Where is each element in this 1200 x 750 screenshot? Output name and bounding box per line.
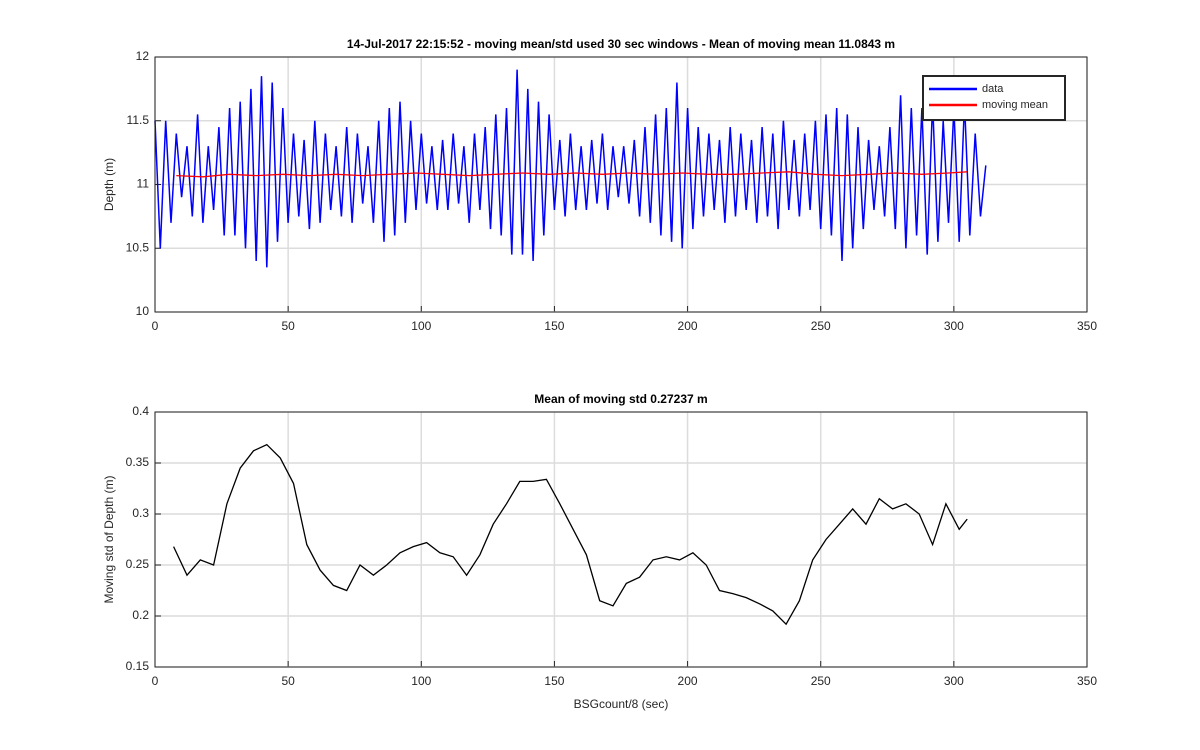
y-tick-label: 11.5 — [127, 113, 150, 127]
axes-background — [155, 412, 1087, 667]
y-tick-label: 12 — [136, 49, 150, 63]
x-tick-label: 150 — [544, 319, 564, 333]
x-tick-label: 0 — [152, 319, 159, 333]
data-line — [173, 443, 968, 626]
chart-title: 14-Jul-2017 22:15:52 - moving mean/std u… — [347, 37, 895, 51]
x-tick-label: 300 — [944, 674, 964, 688]
y-axis-label: Moving std of Depth (m) — [102, 475, 116, 603]
x-tick-label: 200 — [678, 319, 698, 333]
x-tick-label: 100 — [411, 319, 431, 333]
axes-box — [154, 411, 1088, 668]
y-tick-label: 0.35 — [126, 455, 150, 469]
x-tick-label: 350 — [1077, 319, 1097, 333]
y-tick-label: 0.2 — [132, 608, 149, 622]
x-tick-label: 200 — [678, 674, 698, 688]
x-tick-label: 50 — [281, 319, 295, 333]
x-axis-label: BSGcount/8 (sec) — [574, 697, 669, 711]
y-tick-label: 10 — [136, 304, 150, 318]
x-tick-label: 150 — [544, 674, 564, 688]
data-line — [176, 171, 968, 178]
y-tick-label: 0.25 — [126, 557, 150, 571]
legend-label: data — [982, 83, 1004, 95]
x-tick-label: 250 — [811, 319, 831, 333]
x-tick-label: 300 — [944, 319, 964, 333]
legend-label: moving mean — [982, 99, 1048, 111]
x-tick-label: 250 — [811, 674, 831, 688]
y-tick-label: 0.3 — [132, 506, 149, 520]
x-tick-label: 100 — [411, 674, 431, 688]
chart-title: Mean of moving std 0.27237 m — [534, 392, 707, 406]
y-tick-label: 0.15 — [126, 659, 150, 673]
x-tick-label: 0 — [152, 674, 159, 688]
x-tick-label: 50 — [281, 674, 295, 688]
axes-box — [154, 56, 1088, 313]
x-tick-label: 350 — [1077, 674, 1097, 688]
data-line — [154, 69, 987, 268]
y-tick-label: 10.5 — [126, 240, 150, 254]
y-axis-label: Depth (m) — [102, 158, 116, 211]
y-tick-label: 0.4 — [132, 404, 149, 418]
legend-box — [922, 75, 1066, 121]
y-tick-label: 11 — [137, 177, 150, 191]
